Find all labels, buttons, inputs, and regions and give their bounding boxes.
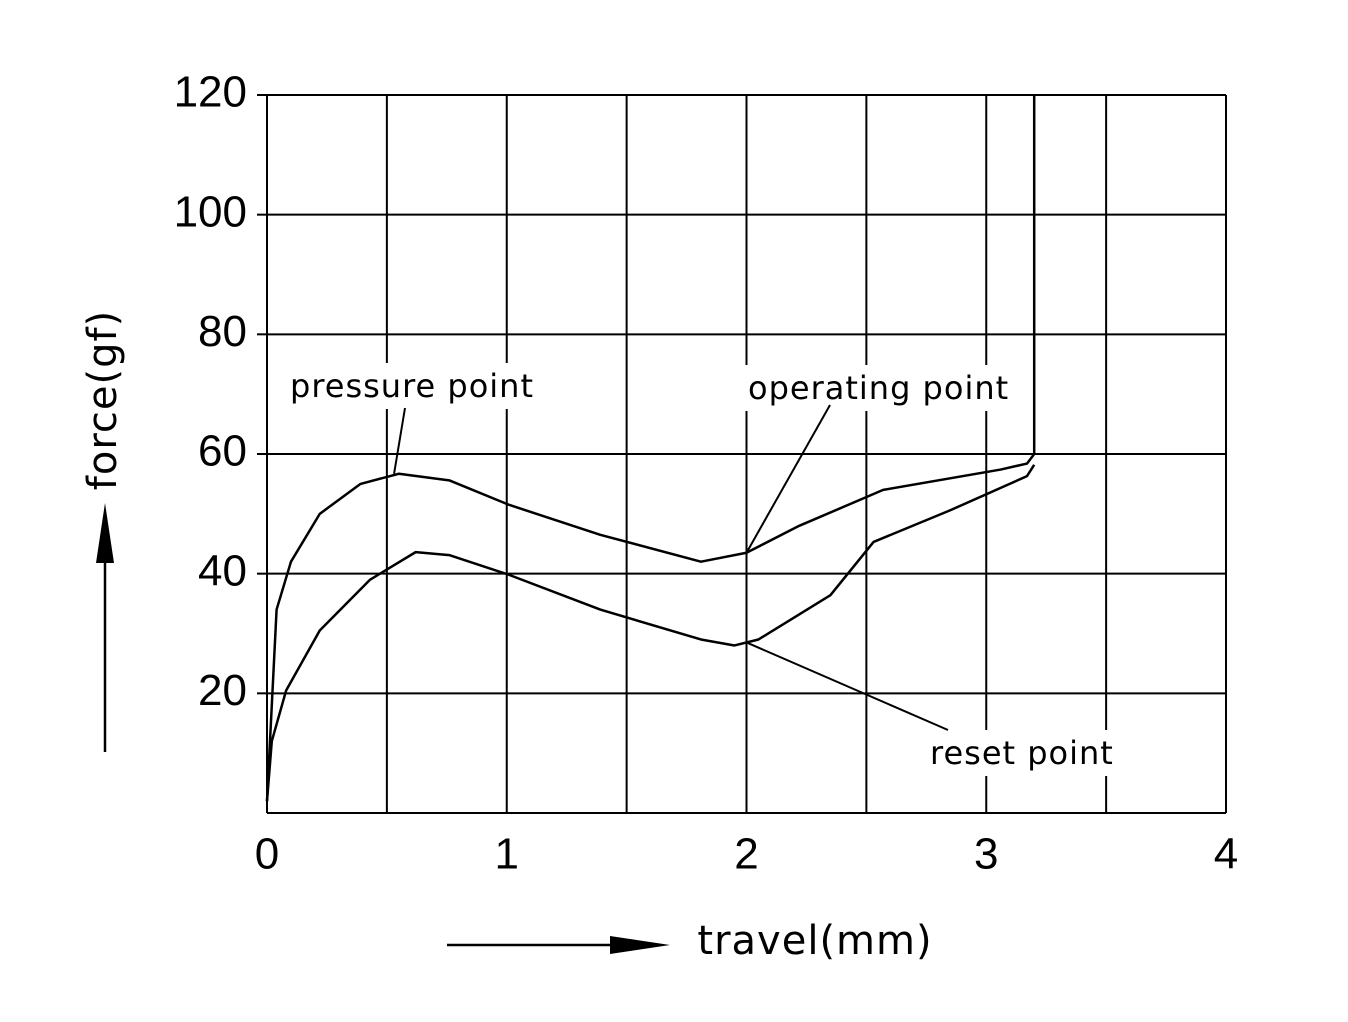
x-tick-label: 2 — [734, 830, 758, 879]
leader-line — [393, 407, 406, 474]
annotation-label: reset point — [930, 734, 1114, 772]
y-tick-label: 40 — [198, 546, 247, 595]
annotation-label: pressure point — [290, 367, 534, 405]
label-background — [284, 363, 540, 409]
leader-line — [745, 404, 831, 554]
x-tick-label: 1 — [495, 830, 519, 879]
label-background — [924, 730, 1120, 776]
annotation-label: operating point — [748, 369, 1009, 407]
x-axis-label: travel(mm) — [697, 918, 932, 964]
x-arrow-head — [610, 936, 670, 954]
x-tick-label: 3 — [974, 830, 998, 879]
label-background — [742, 365, 1016, 411]
y-arrow-head — [96, 503, 114, 563]
y-tick-label: 100 — [174, 187, 247, 236]
y-tick-label: 60 — [198, 427, 247, 476]
y-axis-label: force(gf) — [80, 310, 126, 490]
y-tick-label: 80 — [198, 307, 247, 356]
y-tick-label: 120 — [174, 68, 247, 117]
x-tick-label: 4 — [1214, 830, 1238, 879]
leader-line — [746, 641, 949, 731]
x-tick-label: 0 — [255, 830, 279, 879]
force-curve — [265, 95, 1036, 802]
force-curve — [265, 464, 1036, 802]
y-tick-label: 20 — [198, 666, 247, 715]
